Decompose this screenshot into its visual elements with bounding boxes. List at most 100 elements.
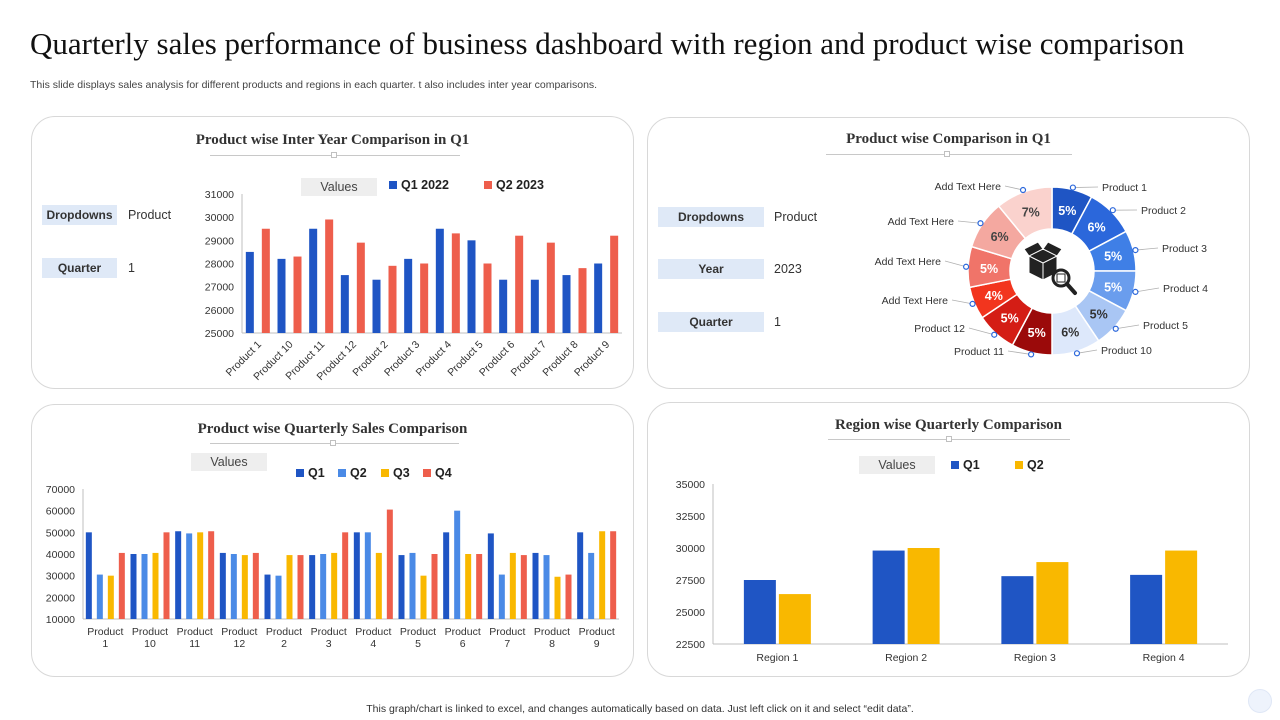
slice-category-label: Add Text Here — [875, 256, 942, 268]
bar-q1-2022 — [372, 279, 381, 333]
magnifier-handle — [1065, 282, 1077, 295]
bar-q4 — [386, 509, 393, 619]
bar-q4 — [476, 554, 483, 619]
x-tick-label: Product — [87, 626, 123, 638]
x-tick-label: 11 — [189, 638, 200, 650]
legend-label: Q2 — [350, 466, 367, 480]
title-handle — [330, 440, 336, 446]
legend-swatch — [389, 181, 397, 189]
legend-swatch — [296, 469, 304, 477]
bar-q1-2022 — [435, 228, 444, 333]
legend-swatch — [1015, 461, 1023, 469]
y-tick-label: 30000 — [46, 571, 75, 583]
filter-dropdowns-label: Dropdowns — [42, 205, 117, 225]
legend-q2[interactable]: Q2 — [1015, 458, 1044, 472]
bar-q1 — [219, 552, 226, 619]
bar-q4 — [342, 532, 349, 619]
bar-q2-2023 — [483, 263, 492, 333]
bar-q2-2023 — [610, 235, 619, 333]
legend-label: Q3 — [393, 466, 410, 480]
leader-line — [944, 260, 967, 268]
legend-swatch — [951, 461, 959, 469]
slice-category-label: Product 10 — [1101, 345, 1152, 357]
leader-dot — [1112, 325, 1119, 332]
barcode-icon — [1056, 273, 1066, 283]
leader-line — [951, 299, 973, 305]
bar-q3 — [420, 575, 427, 619]
legend-q1[interactable]: Q1 — [951, 458, 980, 472]
chart-donut[interactable]: 5%Product 16%Product 25%Product 35% Produ… — [648, 118, 1251, 390]
bar-q1-2022 — [245, 251, 254, 333]
bar-q2-2023 — [420, 263, 429, 333]
x-tick-label: Product — [132, 626, 168, 638]
x-tick-label: Region 2 — [885, 652, 927, 664]
bar-q1 — [398, 555, 405, 619]
panel-inter-year: Product wise Inter Year Comparison in Q1… — [31, 116, 634, 389]
x-tick-label: 12 — [233, 638, 245, 650]
x-tick-label: Product — [266, 626, 302, 638]
bar-q4 — [297, 555, 304, 619]
y-tick-label: 22500 — [676, 639, 705, 651]
bar-q3 — [197, 532, 204, 619]
bar-q3 — [286, 555, 293, 619]
filter-dropdowns-value[interactable]: Product — [774, 210, 818, 224]
panel-region-quarterly: Region wise Quarterly Comparison Values … — [647, 402, 1250, 677]
bar-q3 — [241, 555, 248, 619]
x-tick-label: 4 — [370, 638, 376, 650]
leader-line — [1135, 247, 1159, 251]
bar-q2 — [364, 532, 371, 619]
bar-q2 — [907, 548, 940, 644]
legend-q4[interactable]: Q4 — [423, 466, 452, 480]
bar-q1 — [443, 532, 450, 619]
values-label: Values — [301, 178, 377, 196]
bar-q1-2022 — [530, 279, 539, 333]
bar-q4 — [565, 574, 572, 619]
bar-q4 — [520, 555, 527, 619]
title-handle — [946, 436, 952, 442]
x-tick-label: Product — [221, 626, 257, 638]
panel-inter-year-title: Product wise Inter Year Comparison in Q1 — [195, 132, 470, 148]
x-tick-label: 10 — [144, 638, 156, 650]
bar-q1 — [743, 580, 776, 644]
bar-q1 — [577, 532, 584, 619]
y-tick-label: 29000 — [205, 235, 234, 247]
leader-dot — [1073, 350, 1081, 357]
legend-q1[interactable]: Q1 — [296, 466, 325, 480]
y-tick-label: 30000 — [205, 212, 234, 224]
chart-inter-year[interactable]: 25000260002700028000290003000031000Produ… — [32, 117, 635, 390]
legend-swatch — [338, 469, 346, 477]
bar-q3 — [375, 552, 382, 619]
legend-q3[interactable]: Q3 — [381, 466, 410, 480]
chart-product-quarterly[interactable]: 10000200003000040000500006000070000Produ… — [32, 405, 635, 678]
filter-year-value[interactable]: 2023 — [774, 262, 802, 276]
legend-q2-2023[interactable]: Q2 2023 — [484, 178, 544, 192]
legend-label: Q1 — [308, 466, 325, 480]
bar-q2-2023 — [451, 233, 460, 333]
filter-quarter-value[interactable]: 1 — [128, 261, 135, 275]
x-tick-label: Product — [177, 626, 213, 638]
filter-dropdowns-label: Dropdowns — [658, 207, 764, 227]
slice-category-label: Product 11 — [954, 346, 1004, 358]
bar-q3 — [465, 554, 472, 619]
leader-line — [1115, 324, 1140, 330]
bar-q4 — [610, 531, 617, 619]
slice-value-label: 5% — [980, 262, 998, 276]
legend-q2[interactable]: Q2 — [338, 466, 367, 480]
bar-q4 — [118, 552, 125, 619]
x-tick-label: 3 — [326, 638, 332, 650]
bar-q2 — [96, 574, 103, 619]
x-tick-label: 2 — [281, 638, 287, 650]
y-tick-label: 25000 — [205, 328, 234, 340]
y-tick-label: 30000 — [676, 543, 705, 555]
bar-q2 — [230, 554, 237, 619]
legend-q1-2022[interactable]: Q1 2022 — [389, 178, 449, 192]
filter-dropdowns-value[interactable]: Product — [128, 208, 172, 222]
bar-q2 — [454, 510, 461, 619]
y-tick-label: 25000 — [676, 607, 705, 619]
leader-line — [1135, 287, 1160, 293]
bar-q2 — [778, 594, 811, 644]
filter-quarter-value[interactable]: 1 — [774, 315, 781, 329]
slice-value-label: 5% — [1104, 280, 1122, 294]
bar-q2 — [588, 552, 595, 619]
